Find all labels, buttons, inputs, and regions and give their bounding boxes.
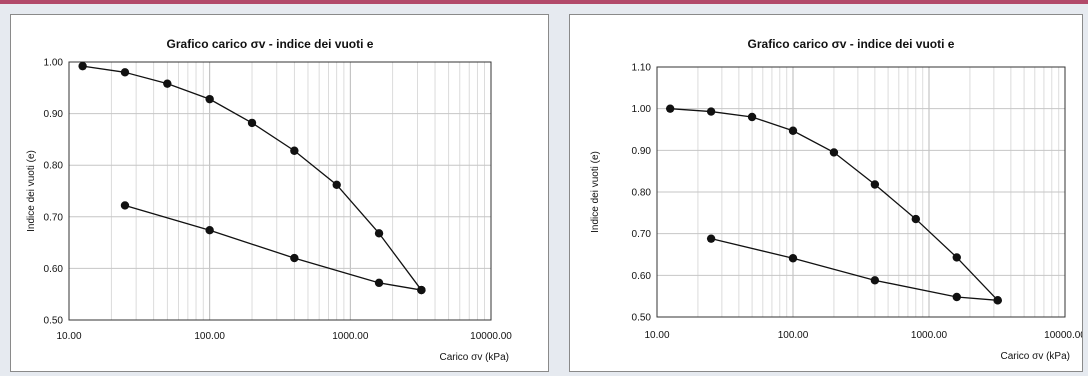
y-tick-label: 0.80 <box>44 161 64 172</box>
data-point <box>205 226 214 235</box>
x-tick-label: 1000.00 <box>332 331 369 342</box>
y-tick-label: 0.90 <box>632 146 652 157</box>
y-tick-label: 0.70 <box>632 229 652 240</box>
y-tick-label: 1.00 <box>632 104 652 115</box>
chart-title: Grafico carico σv - indice dei vuoti e <box>748 37 955 51</box>
data-point <box>120 68 130 77</box>
data-point <box>952 253 961 262</box>
data-point <box>290 253 299 263</box>
data-point <box>706 107 716 116</box>
x-axis-label: Carico σv (kPa) <box>439 352 509 363</box>
chart-title: Grafico carico σv - indice dei vuoti e <box>167 37 374 51</box>
plot-area-border <box>656 66 1066 318</box>
top-frame-line <box>0 0 1088 4</box>
y-gridlines <box>657 66 1065 318</box>
chart-right: 0.50 0.60 0.70 0.80 0.90 1.00 1.10 10.00 100.00 1… <box>590 37 1082 362</box>
y-axis-label: Indice dei vuoti (e) <box>590 151 601 233</box>
data-point <box>290 146 299 155</box>
data-point <box>665 104 675 113</box>
data-point <box>788 254 798 263</box>
data-point <box>332 180 341 190</box>
data-point <box>911 214 921 224</box>
data-point <box>870 180 880 189</box>
data-point <box>78 61 87 71</box>
data-point <box>829 148 839 157</box>
y-tick-label: 0.90 <box>44 109 64 120</box>
y-tick-label: 0.80 <box>632 188 652 199</box>
plot-area-border <box>68 61 492 321</box>
chart-left: 0.50 0.60 0.70 0.80 0.90 1.00 10.00 100.00 1000.… <box>26 37 512 363</box>
data-point <box>870 276 880 285</box>
y-tick-label: 0.50 <box>632 313 652 324</box>
data-point <box>247 118 257 128</box>
x-tick-label: 10.00 <box>56 331 81 342</box>
data-point <box>747 112 757 122</box>
data-point <box>788 126 798 135</box>
x-tick-label: 1000.00 <box>911 330 948 341</box>
x-tick-label: 10000.00 <box>1044 330 1082 341</box>
x-tick-label: 10000.00 <box>470 331 512 342</box>
y-tick-label: 1.10 <box>632 63 652 74</box>
x-tick-label: 100.00 <box>194 331 225 342</box>
x-tick-label: 10.00 <box>644 330 669 341</box>
series-line-2 <box>124 204 422 291</box>
x-axis-label: Carico σv (kPa) <box>1000 351 1070 362</box>
y-axis-label: Indice dei vuoti (e) <box>26 150 37 232</box>
y-tick-label: 0.50 <box>44 316 64 327</box>
y-tick-label: 0.60 <box>632 271 652 282</box>
y-tick-label: 0.60 <box>44 264 64 275</box>
y-tick-label: 0.70 <box>44 212 64 223</box>
x-gridlines <box>68 62 485 320</box>
y-tick-label: 1.00 <box>44 58 64 69</box>
y-gridlines <box>69 61 491 321</box>
data-point <box>163 79 172 88</box>
series-line-2 <box>710 238 998 301</box>
data-point <box>205 94 214 104</box>
data-point <box>993 296 1002 305</box>
chart-panel-left: 0.50 0.60 0.70 0.80 0.90 1.00 10.00 100.00 1000.… <box>10 14 549 372</box>
data-point <box>374 278 384 288</box>
data-point <box>417 285 426 295</box>
chart-panel-right: 0.50 0.60 0.70 0.80 0.90 1.00 1.10 10.00 100.00 1… <box>569 14 1083 372</box>
data-point <box>952 292 961 302</box>
x-tick-label: 100.00 <box>778 330 809 341</box>
data-point <box>374 229 384 238</box>
data-point <box>120 201 130 210</box>
data-point <box>706 234 716 243</box>
